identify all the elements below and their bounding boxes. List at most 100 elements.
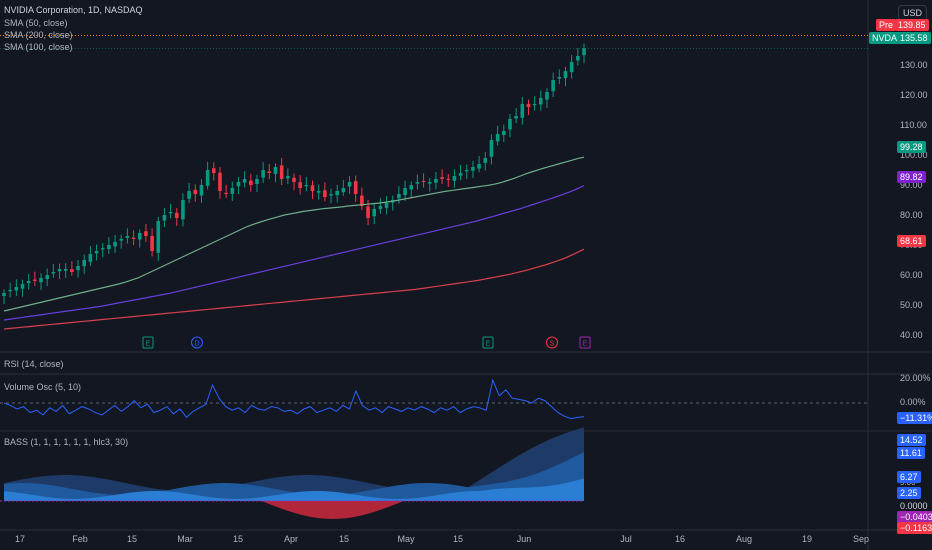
candle-body — [199, 185, 204, 196]
candle-body — [218, 172, 222, 191]
volume-osc-tick-label: 20.00% — [900, 373, 931, 383]
bass-tag-3: 6.27 — [897, 471, 921, 483]
volume-osc-value-tag: −11.31% — [897, 412, 932, 424]
candle-body — [440, 177, 444, 179]
candle-body — [249, 180, 253, 185]
candle-body — [131, 237, 136, 239]
candle-body — [174, 212, 179, 218]
dividend-marker-glyph: D — [194, 341, 199, 348]
volume-osc-pane-title[interactable]: Volume Osc (5, 10) — [4, 382, 82, 392]
indicator-sma50-label[interactable]: SMA (50, close) — [4, 18, 68, 28]
candle-body — [539, 98, 543, 105]
candle-body — [76, 266, 80, 271]
candle-body — [366, 206, 370, 218]
candle-body — [545, 92, 549, 100]
candle-body — [26, 281, 31, 284]
earnings-marker — [482, 336, 494, 349]
price-tick-label: 40.00 — [900, 330, 923, 340]
bass-tag-2: 11.61 — [897, 447, 925, 459]
candle-body — [341, 188, 346, 193]
candle-body — [236, 182, 241, 187]
candle-body — [378, 206, 383, 210]
symbol-title: NVIDIA Corporation, 1D, NASDAQ — [4, 5, 143, 15]
earnings-marker-glyph: E — [583, 341, 588, 348]
last-price-tag: 135.58 — [897, 32, 931, 44]
candle-body — [563, 71, 568, 79]
pre-market-tag: Pre — [876, 19, 897, 31]
sma200-value-tag: 68.61 — [897, 235, 926, 247]
candle-body — [261, 170, 265, 178]
split-marker-glyph: S — [550, 341, 555, 348]
candle-body — [205, 170, 210, 186]
sma50-value-tag: 99.28 — [897, 141, 926, 153]
earnings-marker-glyph: E — [146, 341, 151, 348]
candle-body — [181, 200, 185, 220]
time-axis-label: Jun — [517, 534, 532, 544]
candle-body — [446, 178, 451, 180]
bass-tag-6: −0.0403 — [897, 511, 932, 523]
bass-tag-1: 14.52 — [897, 434, 926, 446]
candle-body — [162, 215, 167, 221]
time-axis-label: Aug — [736, 534, 752, 544]
price-tick-label: 120.00 — [900, 90, 928, 100]
rsi-pane-title[interactable]: RSI (14, close) — [4, 359, 64, 369]
candle-body — [310, 185, 315, 191]
candle-body — [403, 188, 407, 195]
candle-body — [520, 104, 525, 118]
candle-body — [119, 239, 124, 241]
candle-body — [329, 194, 333, 196]
candle-body — [495, 134, 500, 142]
candle-body — [347, 182, 352, 187]
candle-body — [193, 189, 198, 194]
candle-body — [526, 104, 531, 107]
candle-body — [168, 212, 173, 214]
candle-body — [88, 254, 93, 262]
candle-body — [477, 164, 481, 169]
candle-body — [569, 62, 574, 73]
candle-body — [464, 170, 469, 172]
candle-body — [39, 278, 43, 283]
bass-tag-4: 2.25 — [897, 487, 921, 499]
candle-body — [230, 188, 235, 194]
sma200-line — [3, 248, 585, 330]
candle-body — [33, 279, 37, 281]
candle-body — [415, 182, 420, 184]
bass-pane-title[interactable]: BASS (1, 1, 1, 1, 1, 1, hlc3, 30) — [4, 437, 129, 447]
candle-body — [279, 165, 284, 179]
candle-body — [483, 158, 488, 163]
candle-body — [323, 190, 327, 197]
candle-body — [63, 269, 68, 271]
candle-body — [501, 131, 506, 135]
candle-body — [353, 181, 358, 194]
volume-osc-line — [3, 378, 585, 420]
sma50-line — [3, 156, 585, 312]
candle-body — [267, 171, 272, 173]
bass-tag-7: −0.1163 — [897, 522, 932, 534]
bass-area-inner — [4, 478, 584, 501]
price-tick-label: 110.00 — [900, 120, 927, 130]
earnings-marker — [579, 336, 591, 349]
candle-body — [51, 272, 56, 274]
candle-body — [360, 195, 364, 206]
candle-body — [316, 191, 321, 193]
candle-body — [582, 48, 586, 56]
indicator-sma200-label[interactable]: SMA (200, close) — [4, 30, 73, 40]
bass-negative-area — [261, 501, 404, 519]
candle-body — [397, 194, 401, 199]
dividend-marker — [191, 336, 203, 349]
time-axis-label: 15 — [127, 534, 137, 544]
candle-body — [2, 293, 6, 296]
candle-body — [211, 168, 216, 173]
candle-body — [514, 116, 518, 119]
candle-body — [372, 209, 377, 217]
candle-body — [427, 182, 432, 184]
candle-body — [113, 242, 117, 247]
indicator-sma100-label[interactable]: SMA (100, close) — [4, 42, 73, 52]
time-axis-label: Jul — [620, 534, 632, 544]
time-axis-label: 19 — [802, 534, 812, 544]
candle-body — [292, 177, 296, 182]
price-tick-label: 90.00 — [900, 180, 923, 190]
candle-body — [489, 140, 494, 157]
candle-body — [304, 185, 309, 187]
